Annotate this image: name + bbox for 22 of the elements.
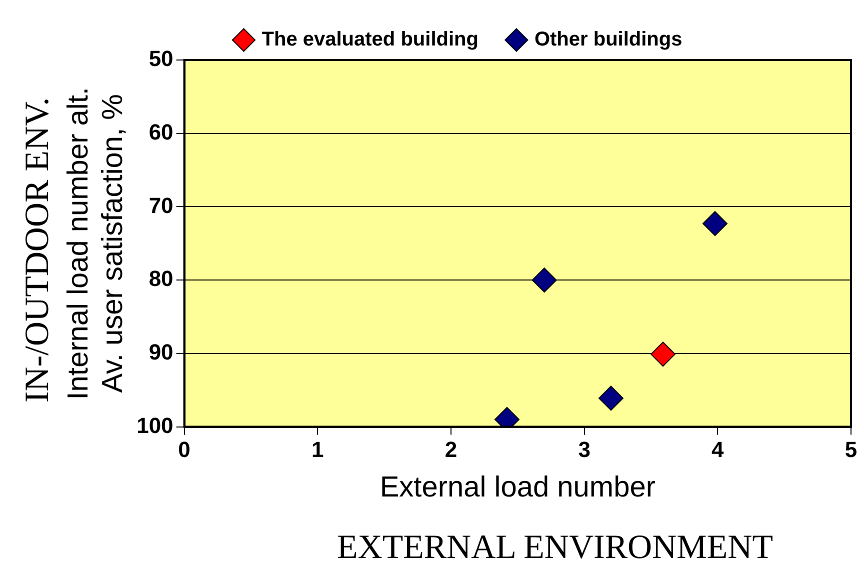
x-tick-label: 3 xyxy=(578,437,590,462)
text: IN-/OUTDOOR ENV. xyxy=(19,97,57,403)
x-tick-label: 0 xyxy=(178,437,190,462)
point xyxy=(532,268,557,293)
text: EXTERNAL ENVIRONMENT xyxy=(337,529,773,566)
point xyxy=(702,211,728,236)
point xyxy=(650,342,676,367)
x-axis-title: External load number xyxy=(380,472,656,504)
x-tick-label: 5 xyxy=(844,437,858,462)
x-tick-label: 4 xyxy=(712,437,725,462)
x-tick-label: 1 xyxy=(312,437,324,462)
y-tick-label: 100 xyxy=(136,412,174,438)
legend-label: Other buildings xyxy=(534,28,682,51)
x-tick-label: 2 xyxy=(444,437,458,462)
y-tick-label: 80 xyxy=(148,266,174,292)
y-tick-label: 70 xyxy=(148,192,174,218)
y-axis-title: Internal load number alt. Av. user satisfaction, % xyxy=(62,87,130,400)
legend-label: The evaluated building xyxy=(262,28,478,51)
y-tick-label: 60 xyxy=(148,119,174,144)
y-tick-label: 50 xyxy=(148,46,174,72)
y-tick-label: 90 xyxy=(148,340,174,365)
point xyxy=(598,386,624,411)
